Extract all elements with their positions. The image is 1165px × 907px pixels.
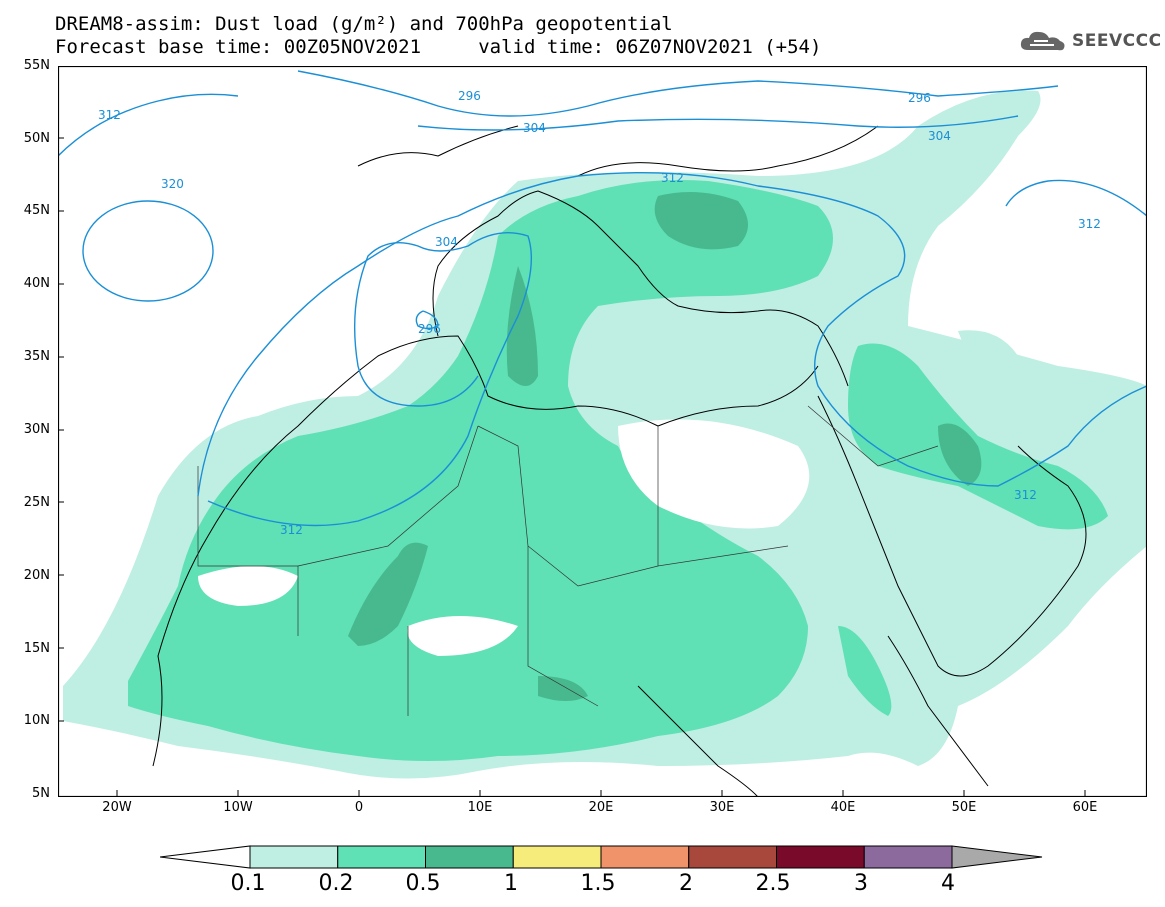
contour-labels: 312 296 304 296 304 320 312 304 296 312 …: [98, 89, 1101, 537]
contour-label: 312: [1078, 217, 1101, 231]
colorbar-box: [249, 845, 339, 869]
colorbar-label: 1.5: [580, 871, 616, 896]
lat-label: 55N: [23, 58, 50, 73]
colorbar-low-arrow: [160, 845, 251, 869]
colorbar: [160, 845, 1043, 869]
geopotential-contours: [58, 70, 1147, 527]
logo-text: SEEVCCC: [1072, 31, 1162, 51]
lat-label: 10N: [23, 713, 50, 728]
lat-label: 5N: [32, 786, 50, 801]
lat-label: 25N: [23, 495, 50, 510]
contour-label: 312: [280, 523, 303, 537]
clear-areas: [198, 263, 810, 656]
cloud-icon: [1020, 31, 1065, 51]
colorbar-box: [425, 845, 514, 869]
lat-label: 45N: [23, 203, 50, 218]
colorbar-label: 3: [854, 871, 868, 896]
contour-label: 304: [435, 235, 458, 249]
axis-ticks: [58, 66, 1086, 797]
lon-label: 20E: [588, 800, 614, 815]
colorbar-box: [337, 845, 426, 869]
contour-label: 296: [458, 89, 481, 103]
colorbar-label: 0.5: [405, 871, 441, 896]
dust-layer-high: [348, 192, 982, 701]
dust-load-map: 312 296 304 296 304 320 312 304 296 312 …: [58, 66, 1147, 797]
contour-label: 312: [1014, 488, 1037, 502]
lon-label: 30E: [709, 800, 735, 815]
lon-label: 40E: [830, 800, 856, 815]
lat-label: 35N: [23, 349, 50, 364]
colorbar-label: 0.2: [318, 871, 354, 896]
colorbar-high-arrow: [951, 845, 1043, 869]
colorbar-box: [776, 845, 865, 869]
lon-label: 50E: [951, 800, 977, 815]
contour-label: 320: [161, 177, 184, 191]
dust-layer-medium: [128, 180, 1108, 761]
colorbar-label: 0.1: [230, 871, 266, 896]
colorbar-label: 2: [679, 871, 693, 896]
lon-label: 20W: [102, 800, 132, 815]
colorbar-label: 4: [941, 871, 955, 896]
lat-label: 20N: [23, 568, 50, 583]
seevccc-logo: SEEVCCC: [1018, 28, 1162, 54]
colorbar-label: 2.5: [755, 871, 791, 896]
country-borders: [197, 405, 939, 716]
colorbar-box: [688, 845, 777, 869]
lat-label: 30N: [23, 422, 50, 437]
contour-label: 296: [908, 91, 931, 105]
lat-label: 40N: [23, 276, 50, 291]
contour-label: 304: [928, 129, 951, 143]
contour-label: 312: [661, 171, 684, 185]
colorbar-box: [863, 845, 953, 869]
lon-label: 10W: [223, 800, 253, 815]
lon-label: 60E: [1072, 800, 1098, 815]
lat-label: 15N: [23, 641, 50, 656]
lon-label: 10E: [467, 800, 493, 815]
map-border: [58, 66, 1147, 797]
lat-label: 50N: [23, 131, 50, 146]
colorbar-box: [512, 845, 602, 869]
contour-label: 296: [418, 322, 441, 336]
coastlines: [152, 125, 1087, 797]
colorbar-boxes: [249, 845, 953, 869]
lon-label: 0: [354, 800, 364, 815]
contour-label: 304: [523, 121, 546, 135]
map-title: DREAM8-assim: Dust load (g/m²) and 700hP…: [55, 13, 673, 35]
map-subtitle: Forecast base time: 00Z05NOV2021 valid t…: [55, 36, 822, 58]
contour-label: 312: [98, 108, 121, 122]
colorbar-box: [600, 845, 690, 869]
colorbar-label: 1: [504, 871, 518, 896]
